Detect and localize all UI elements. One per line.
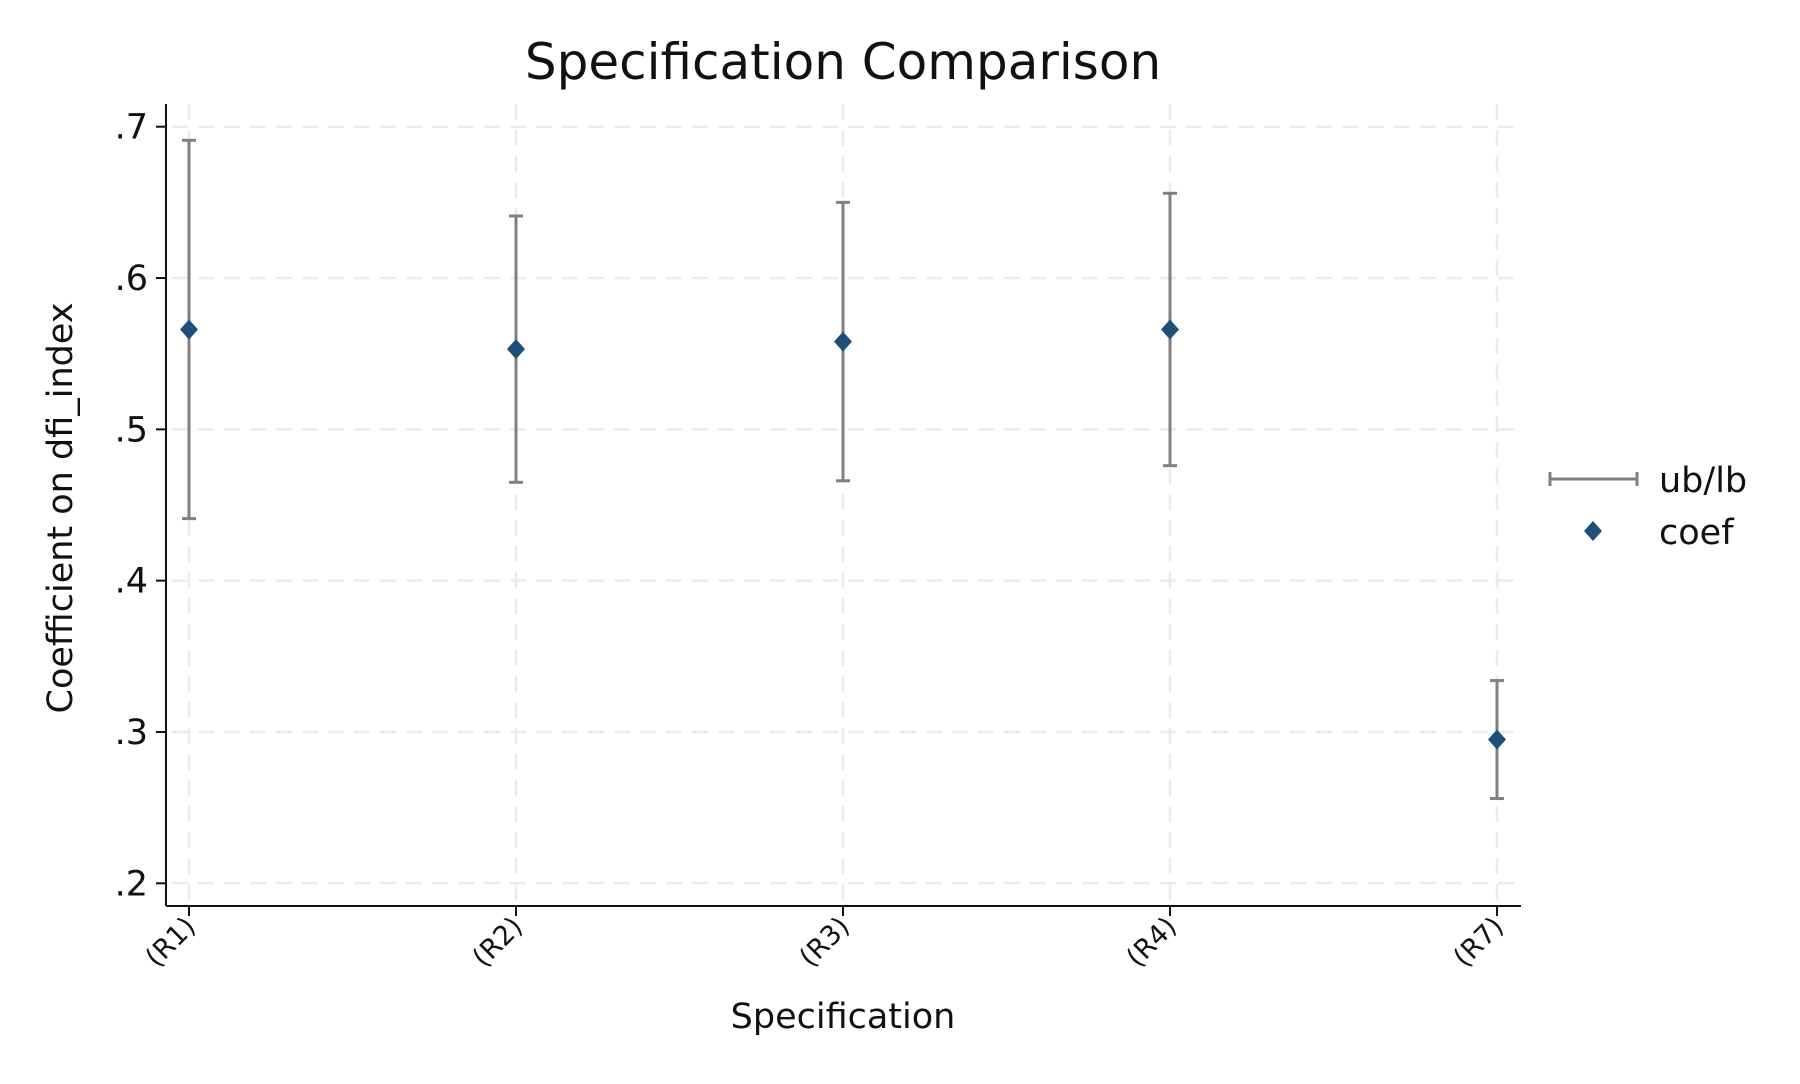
errorbar-layer [182, 138, 1504, 801]
legend-item-coef: coef [1584, 513, 1734, 553]
x-tick-label: (R4) [1121, 911, 1183, 973]
y-tick-label: .5 [115, 410, 148, 450]
chart-title: Specification Comparison [525, 33, 1161, 91]
y-tick-label: .7 [115, 108, 148, 148]
x-tick-label: (R1) [140, 911, 202, 973]
x-tick-label: (R3) [794, 911, 856, 973]
y-tick-label: .4 [115, 562, 148, 602]
coef-point [1161, 319, 1179, 340]
tick-label-layer: .2 .3 .4 .5 .6 .7 (R1) (R2) (R3) (R4) (R7) [115, 108, 1510, 974]
coef-point [834, 331, 852, 352]
coef-point [1488, 729, 1506, 750]
coef-point [507, 339, 525, 360]
x-tick-label: (R2) [467, 911, 529, 973]
legend-ublb-label: ub/lb [1659, 461, 1747, 501]
grid-layer [172, 104, 1521, 906]
legend-coef-marker [1584, 521, 1602, 541]
y-tick-label: .2 [115, 864, 148, 904]
legend-coef-label: coef [1659, 513, 1734, 553]
legend-item-ublb: ub/lb [1548, 461, 1747, 501]
y-axis-label: Coefficient on dfi_index [41, 303, 81, 714]
y-tick-label: .3 [115, 713, 148, 753]
coef-point [180, 319, 198, 340]
y-tick-label: .6 [115, 259, 148, 299]
axis-layer [156, 104, 1521, 916]
legend: ub/lb coef [1548, 461, 1747, 553]
point-layer [180, 319, 1506, 750]
x-tick-label: (R7) [1448, 911, 1510, 973]
x-axis-label: Specification [731, 997, 956, 1037]
